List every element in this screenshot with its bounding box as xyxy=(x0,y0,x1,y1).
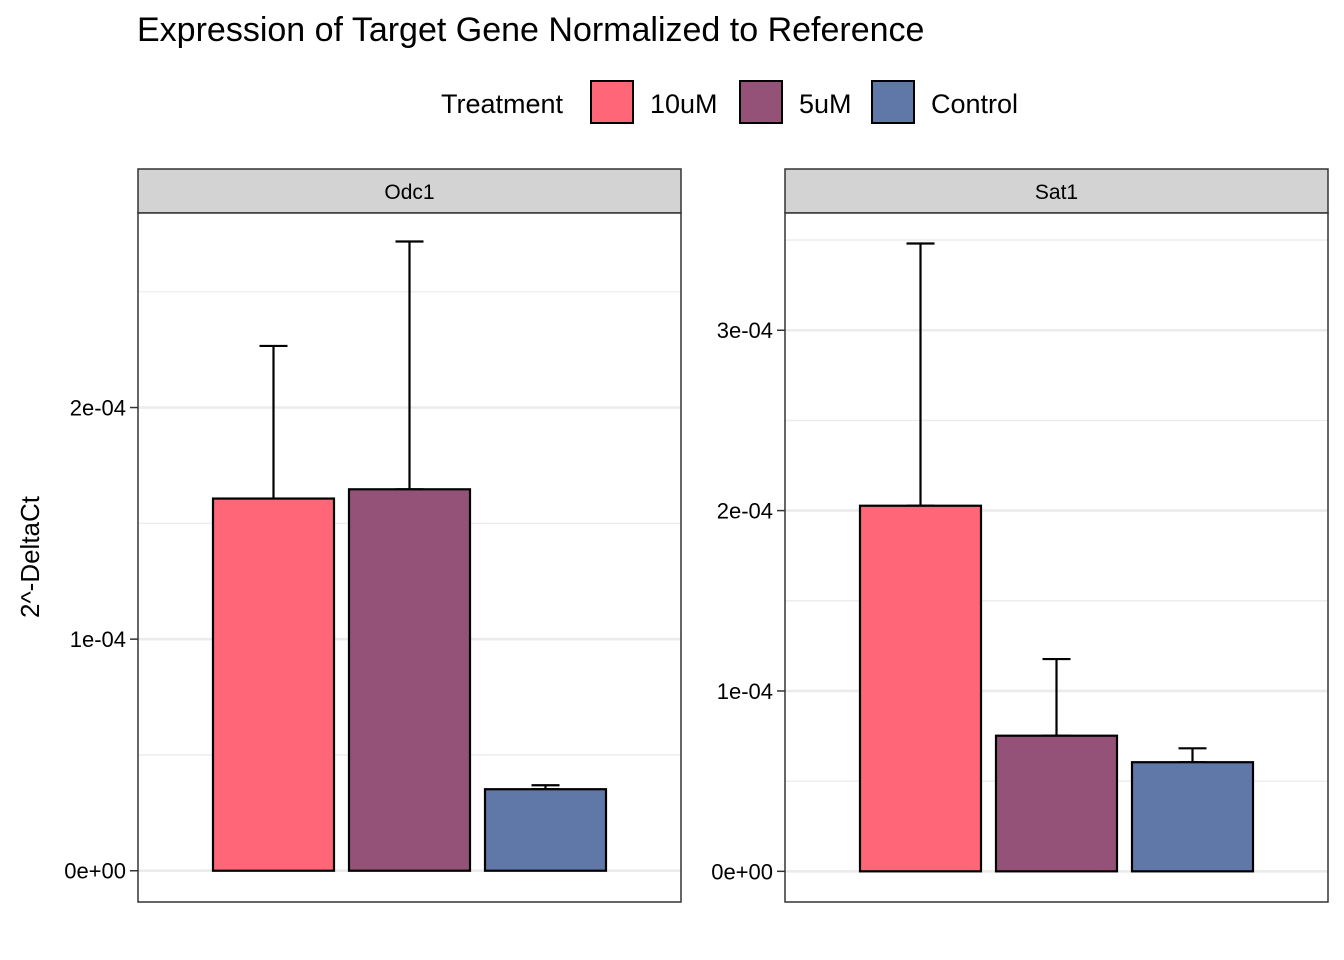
panel-border xyxy=(784,212,1329,903)
facet-strip-label: Sat1 xyxy=(1035,181,1078,204)
legend-key-10uM xyxy=(590,80,634,124)
bar-control xyxy=(483,788,608,872)
y-tick-label: 1e-04 xyxy=(717,679,773,704)
legend-key-control xyxy=(871,80,915,124)
y-tick-label: 0e+00 xyxy=(711,859,773,884)
bar-10um xyxy=(858,504,983,873)
bar-control xyxy=(1130,761,1255,873)
facet-strip-label: Odc1 xyxy=(384,181,434,204)
legend-label-control: Control xyxy=(931,89,1018,119)
legend-title: Treatment xyxy=(441,89,564,119)
facet-strip xyxy=(784,168,1329,214)
legend-label-10uM: 10uM xyxy=(650,89,718,119)
bar-5um xyxy=(994,734,1119,873)
y-tick-label: 2e-04 xyxy=(717,499,773,524)
panel-border xyxy=(137,212,682,903)
legend-key-5uM xyxy=(739,80,783,124)
y-axis-label: 2^-DeltaCt xyxy=(15,495,45,618)
y-tick-label: 1e-04 xyxy=(70,627,126,652)
facet-strip xyxy=(137,168,682,214)
legend-label-5uM: 5uM xyxy=(799,89,852,119)
y-tick-label: 3e-04 xyxy=(717,318,773,343)
facet-odc1: Odc1 0e+00 1e-04 2e-04 xyxy=(64,168,682,903)
legend: Treatment 10uM 5uM Control xyxy=(441,80,1018,124)
y-tick-label: 2e-04 xyxy=(70,396,126,421)
y-tick-label: 0e+00 xyxy=(64,859,126,884)
bar-10um xyxy=(211,497,336,872)
bar-5um xyxy=(347,488,472,872)
chart-title: Expression of Target Gene Normalized to … xyxy=(137,11,924,49)
facet-sat1: Sat1 0e+00 1e-04 2e-04 3e-04 xyxy=(711,168,1329,903)
